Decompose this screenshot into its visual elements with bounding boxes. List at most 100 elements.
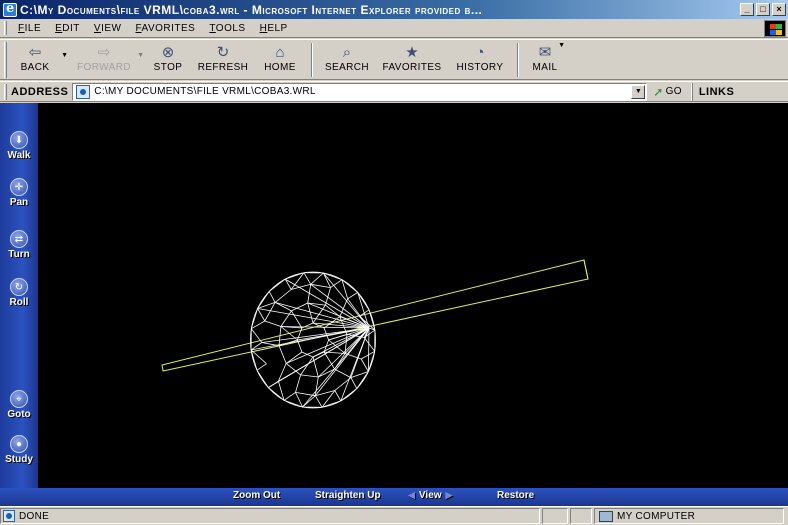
home-icon: ⌂ <box>275 43 285 61</box>
refresh-label: Refresh <box>197 62 249 73</box>
menu-grip[interactable] <box>4 21 7 35</box>
address-input[interactable]: C:\My Documents\file VRML\coba3.wrl ▼ <box>72 82 648 101</box>
back-label: Back <box>20 62 50 73</box>
address-dropdown-icon[interactable]: ▼ <box>631 84 646 99</box>
roll-button[interactable]: ↻ Roll <box>1 278 37 308</box>
vrml-scene[interactable] <box>38 103 788 488</box>
stop-label: Stop <box>153 62 183 73</box>
menu-edit[interactable]: Edit <box>55 22 80 34</box>
sphere-wireframe <box>250 271 376 409</box>
stop-icon: ⊗ <box>161 44 175 61</box>
turn-label: Turn <box>8 249 30 260</box>
roll-icon: ↻ <box>10 278 28 296</box>
minimize-button[interactable]: _ <box>740 3 754 16</box>
toolbar-grip[interactable] <box>4 42 7 78</box>
address-grip[interactable] <box>4 83 7 100</box>
status-cell-blank-1 <box>542 508 568 524</box>
goto-label: Goto <box>7 409 31 420</box>
mail-dropdown-icon[interactable]: ▼ <box>558 42 565 49</box>
links-button[interactable]: Links <box>691 82 735 101</box>
study-button[interactable]: ● Study <box>1 435 37 465</box>
walk-icon: ⬇ <box>10 131 28 149</box>
address-bar: Address C:\My Documents\file VRML\coba3.… <box>0 81 788 102</box>
goto-button[interactable]: ⌖ Goto <box>1 390 37 420</box>
go-button[interactable]: ➚ Go <box>653 85 682 99</box>
vrml-viewer[interactable]: ⬇ Walk ✛ Pan ⇄ Turn ↻ Roll ⌖ Goto ● Stud… <box>0 103 788 488</box>
search-button[interactable]: ⌕ Search <box>319 40 375 80</box>
menu-file[interactable]: File <box>18 22 42 34</box>
forward-dropdown-icon[interactable]: ▼ <box>137 52 144 59</box>
refresh-button[interactable]: ↻ Refresh <box>191 40 255 80</box>
home-label: Home <box>264 62 296 73</box>
status-text: Done <box>19 510 50 522</box>
history-icon: ◔ <box>475 43 485 61</box>
menu-view[interactable]: View <box>93 22 122 34</box>
rod-wireframe <box>161 259 589 372</box>
back-button[interactable]: ⇦ Back ▼ <box>11 40 68 80</box>
ie-app-icon[interactable] <box>3 1 17 17</box>
favorites-icon: ★ <box>405 44 419 61</box>
stop-button[interactable]: ⊗ Stop <box>145 40 191 80</box>
window-title: C:\My Documents\file VRML\coba3.wrl - Mi… <box>20 2 483 17</box>
viewer-control-bar: Zoom Out Straighten Up ◀ View ▶ Restore <box>0 488 788 506</box>
menu-bar: File Edit View Favorites Tools Help <box>0 19 788 38</box>
go-label: Go <box>665 86 682 97</box>
straighten-up-button[interactable]: Straighten Up <box>315 490 381 501</box>
back-dropdown-icon[interactable]: ▼ <box>61 52 68 59</box>
title-bar: C:\My Documents\file VRML\coba3.wrl - Mi… <box>0 0 788 19</box>
pan-icon: ✛ <box>10 178 28 196</box>
forward-button[interactable]: ⇨ Forward ▼ <box>73 40 144 80</box>
page-icon <box>76 84 91 99</box>
security-zone-cell: My Computer <box>594 508 784 524</box>
menu-favorites[interactable]: Favorites <box>135 22 196 34</box>
pan-button[interactable]: ✛ Pan <box>1 178 37 208</box>
favorites-label: Favorites <box>382 62 442 73</box>
standard-toolbar: ⇦ Back ▼ ⇨ Forward ▼ ⊗ Stop ↻ Refresh ⌂ … <box>0 39 788 80</box>
menu-tools[interactable]: Tools <box>209 22 246 34</box>
history-button[interactable]: ◔ History <box>449 40 511 80</box>
refresh-icon: ↻ <box>216 44 230 61</box>
forward-label: Forward <box>77 62 131 73</box>
favorites-button[interactable]: ★ Favorites <box>375 40 449 80</box>
home-button[interactable]: ⌂ Home <box>255 40 305 80</box>
next-view-icon[interactable]: ▶ <box>445 490 453 500</box>
view-control[interactable]: ◀ View ▶ <box>404 490 456 501</box>
history-label: History <box>456 62 504 73</box>
roll-label: Roll <box>9 297 29 308</box>
restore-button[interactable]: Restore <box>497 490 535 501</box>
window-controls: _ □ × <box>740 3 786 16</box>
pan-label: Pan <box>9 197 29 208</box>
address-url[interactable]: C:\My Documents\file VRML\coba3.wrl <box>94 86 316 97</box>
security-zone-label: My Computer <box>617 510 696 522</box>
study-label: Study <box>5 454 33 465</box>
menu-help[interactable]: Help <box>259 22 288 34</box>
mail-button[interactable]: ✉ Mail ▼ <box>525 40 565 80</box>
mail-icon: ✉ <box>538 44 552 61</box>
windows-logo-icon <box>764 20 786 37</box>
status-cell-blank-2 <box>570 508 592 524</box>
study-icon: ● <box>10 435 28 453</box>
turn-icon: ⇄ <box>10 230 28 248</box>
navigation-panel: ⬇ Walk ✛ Pan ⇄ Turn ↻ Roll ⌖ Goto ● Stud… <box>0 103 38 488</box>
walk-label: Walk <box>7 150 31 161</box>
goto-icon: ⌖ <box>10 390 28 408</box>
forward-arrow-icon: ⇨ <box>97 44 111 61</box>
toolbar-separator <box>311 43 313 77</box>
status-text-cell: Done <box>0 508 540 524</box>
walk-button[interactable]: ⬇ Walk <box>1 131 37 161</box>
go-arrow-icon: ➚ <box>653 84 664 99</box>
zoom-out-button[interactable]: Zoom Out <box>233 490 281 501</box>
back-arrow-icon: ⇦ <box>28 44 42 61</box>
toolbar-separator <box>517 43 519 77</box>
search-label: Search <box>324 62 370 73</box>
search-icon: ⌕ <box>342 43 352 61</box>
maximize-button[interactable]: □ <box>756 3 770 16</box>
previous-view-icon[interactable]: ◀ <box>408 490 415 500</box>
mail-label: Mail <box>532 62 558 73</box>
page-done-icon <box>3 510 15 522</box>
turn-button[interactable]: ⇄ Turn <box>1 230 37 260</box>
close-button[interactable]: × <box>772 3 786 16</box>
view-label: View <box>418 490 442 501</box>
address-label: Address <box>11 85 69 98</box>
status-bar: Done My Computer <box>0 506 788 525</box>
